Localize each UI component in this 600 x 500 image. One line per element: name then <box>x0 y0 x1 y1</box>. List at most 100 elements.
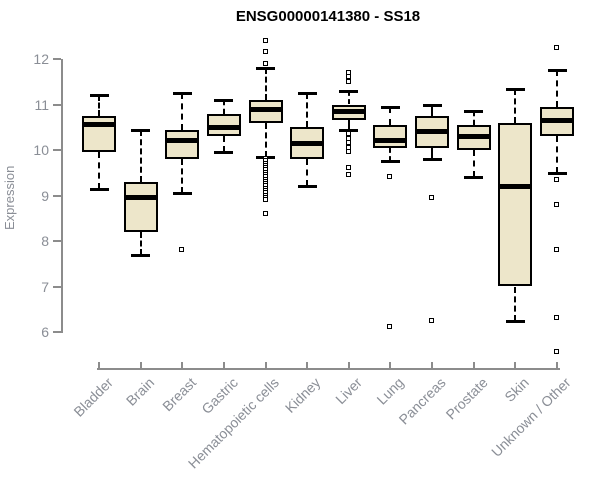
lower-whisker-line <box>431 147 434 160</box>
upper-whisker-cap <box>505 87 525 91</box>
iqr-box <box>165 129 200 160</box>
x-axis-tick-label: Prostate <box>442 374 491 423</box>
x-axis-tick-label: Breast <box>158 374 199 415</box>
outlier-point <box>345 131 351 137</box>
x-axis-tick <box>139 362 142 368</box>
outlier-point <box>554 315 560 321</box>
y-axis-tick-label: 10 <box>33 142 49 158</box>
outlier-point <box>429 317 435 323</box>
x-axis-tick <box>222 362 225 368</box>
lower-whisker-line <box>389 147 392 162</box>
outlier-point <box>345 74 351 80</box>
upper-whisker-cap <box>256 67 276 71</box>
y-axis-tick <box>53 58 61 60</box>
lower-whisker-line <box>264 122 267 157</box>
y-axis-tick <box>53 103 61 106</box>
lower-whisker-line <box>514 286 517 321</box>
y-axis-tick-label: 12 <box>33 51 49 67</box>
outlier-point <box>554 44 560 50</box>
upper-whisker-line <box>472 111 475 125</box>
y-axis-label: Expression <box>2 165 17 231</box>
chart-title: ENSG00000141380 - SS18 <box>235 8 421 25</box>
y-axis-tick <box>53 331 61 333</box>
lower-whisker-cap <box>339 128 359 132</box>
x-axis-tick <box>431 362 434 368</box>
outlier-point <box>554 176 560 182</box>
lower-whisker-line <box>222 136 225 153</box>
x-axis-tick <box>306 362 309 368</box>
upper-whisker-line <box>139 129 142 182</box>
outlier-point <box>262 37 268 43</box>
y-axis-tick <box>53 149 61 151</box>
iqr-box <box>373 124 408 148</box>
x-axis-tick-label: Unknown / Other <box>488 374 574 460</box>
lower-whisker-line <box>306 159 309 187</box>
lower-whisker-cap <box>297 185 317 189</box>
outlier-point <box>345 69 351 75</box>
upper-whisker-cap <box>131 128 151 132</box>
median-line <box>206 124 241 130</box>
y-axis-tick-label: 9 <box>41 187 49 204</box>
outlier-point <box>387 174 393 180</box>
median-line <box>498 183 533 189</box>
upper-whisker-line <box>98 95 100 116</box>
x-axis-tick <box>472 362 475 368</box>
upper-whisker-cap <box>422 103 442 107</box>
lower-whisker-cap <box>505 319 525 323</box>
outlier-point <box>345 135 351 141</box>
x-axis-tick-label: Bladder <box>70 374 116 420</box>
lower-whisker-cap <box>464 176 484 180</box>
upper-whisker-cap <box>172 92 192 96</box>
outlier-point <box>554 201 560 207</box>
outlier-point <box>345 144 351 150</box>
upper-whisker-cap <box>547 69 567 73</box>
median-line <box>331 108 366 114</box>
y-axis-tick <box>53 285 61 288</box>
upper-whisker-cap <box>214 98 234 102</box>
x-axis-tick-label: Skin <box>501 374 533 405</box>
x-axis-tick <box>556 362 559 368</box>
x-axis-tick <box>389 362 392 368</box>
outlier-point <box>429 194 435 200</box>
y-axis-tick <box>53 194 61 197</box>
outlier-point <box>345 165 351 171</box>
upper-whisker-cap <box>339 89 359 93</box>
lower-whisker-line <box>139 231 142 255</box>
y-axis-tick-label: 6 <box>41 324 49 340</box>
x-axis-tick-label: Brain <box>122 374 158 409</box>
x-axis-tick-label: Lung <box>373 374 408 408</box>
lower-whisker-line <box>181 159 184 194</box>
lower-whisker-cap <box>547 171 567 175</box>
upper-whisker-line <box>306 93 309 128</box>
lower-whisker-cap <box>172 192 192 196</box>
y-axis-tick <box>53 240 61 242</box>
y-axis-tick-label: 11 <box>34 96 49 113</box>
outlier-point <box>554 349 560 355</box>
upper-whisker-cap <box>297 92 317 96</box>
median-line <box>290 140 325 146</box>
median-line <box>82 122 116 128</box>
upper-whisker-line <box>431 104 434 116</box>
median-line <box>123 195 158 201</box>
lower-whisker-line <box>556 136 559 173</box>
outlier-point <box>345 172 351 178</box>
y-axis-label-wrap: Expression <box>2 143 18 253</box>
outlier-point <box>262 197 268 203</box>
x-axis-tick-label: Kidney <box>282 374 324 416</box>
x-axis-tick-label: Liver <box>332 374 366 408</box>
upper-whisker-line <box>389 106 392 125</box>
median-line <box>248 106 283 112</box>
lower-whisker-cap <box>214 151 234 155</box>
median-line <box>415 129 450 135</box>
upper-whisker-line <box>347 90 350 105</box>
outlier-point <box>262 210 268 216</box>
outlier-point <box>262 60 268 66</box>
iqr-box <box>82 115 116 153</box>
x-axis-tick <box>181 362 184 368</box>
upper-whisker-line <box>181 93 184 130</box>
lower-whisker-cap <box>131 253 151 257</box>
lower-whisker-line <box>347 120 350 130</box>
x-axis-tick <box>514 362 517 368</box>
median-line <box>165 138 200 144</box>
